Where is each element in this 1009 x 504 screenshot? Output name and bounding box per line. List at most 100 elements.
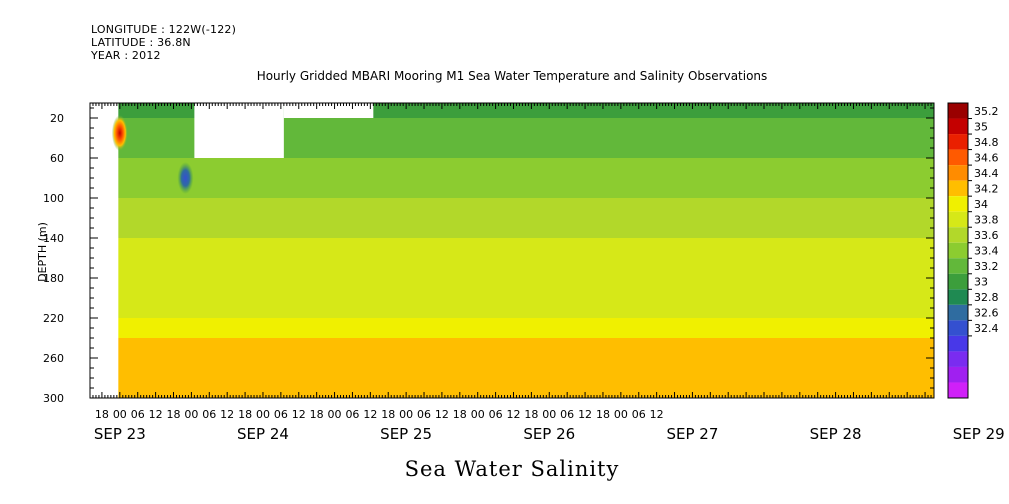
colorbar-label: 33.2 [974,260,999,273]
header-metadata: LONGITUDE : 122W(-122) LATITUDE : 36.8N … [91,23,236,62]
x-hour-label: 00 [614,408,628,421]
x-date-label: SEP 27 [666,425,718,443]
x-hour-label: 06 [560,408,574,421]
missing-data-0 [194,103,284,158]
no-data-region [90,103,120,398]
colorbar-swatch [948,335,968,352]
y-tick-label: 260 [43,352,64,365]
colorbar-swatch [948,196,968,212]
colorbar-swatch [948,366,968,383]
colorbar-label: 35 [974,120,988,133]
latitude-label: LATITUDE : 36.8N [91,36,191,49]
colorbar-label: 34.8 [974,136,999,149]
x-hour-label: 12 [578,408,592,421]
colorbar-swatch [948,382,968,398]
colorbar-swatch [948,149,968,166]
x-hour-label: 06 [202,408,216,421]
x-hour-label: 12 [435,408,449,421]
colorbar-swatch [948,304,968,321]
x-date-label: SEP 25 [380,425,432,443]
colorbar-swatch [948,134,968,150]
salinity-band-5 [118,278,934,318]
colorbar-label: 34 [974,198,988,211]
y-tick-label: 140 [43,232,64,245]
x-hour-label: 06 [345,408,359,421]
x-hour-label: 00 [256,408,270,421]
chart-title: Hourly Gridded MBARI Mooring M1 Sea Wate… [257,69,768,83]
salinity-band-6 [118,318,934,338]
colorbar: 35.2 35 34.8 34.6 34.4 34.2 34 33.8 33.6 33.4 33.2… [947,102,999,399]
colorbar-swatch [948,103,968,119]
colorbar-label: 34.2 [974,182,999,195]
y-tick-label: 20 [50,112,64,125]
colorbar-swatch [948,289,968,305]
colorbar-swatch [948,118,968,135]
x-hour-label: 00 [399,408,413,421]
x-hour-label: 18 [453,408,467,421]
x-hour-label: 12 [506,408,520,421]
x-hour-label: 06 [417,408,431,421]
colorbar-frame [947,102,969,399]
x-hour-label: 18 [167,408,181,421]
salinity-band-4 [118,238,934,278]
salinity-anomaly-0 [111,115,128,151]
y-tick-label: 300 [43,392,64,405]
colorbar-swatch [948,273,968,290]
x-hour-label: 18 [238,408,252,421]
colorbar-label: 33.8 [974,213,999,226]
colorbar-label: 35.2 [974,105,999,118]
y-tick-label: 180 [43,272,64,285]
longitude-label: LONGITUDE : 122W(-122) [91,23,237,36]
x-date-label: SEP 23 [94,425,146,443]
colorbar-swatch [948,227,968,243]
x-hour-label: 06 [131,408,145,421]
x-axis: 18 00 06 12 18 00 06 12 18 00 06 12 18 00 06 12 18 00 06 12… [89,103,1005,443]
colorbar-label: 33 [974,276,988,289]
x-hour-label: 18 [95,408,109,421]
x-hour-label: 00 [328,408,342,421]
colorbar-label: 32.4 [974,322,999,335]
colorbar-swatch [948,258,968,274]
x-hour-label: 12 [292,408,306,421]
x-hour-label: 00 [184,408,198,421]
x-date-label: SEP 24 [237,425,289,443]
y-axis-label: DEPTH (m) [36,222,49,282]
year-label: YEAR : 2012 [91,49,161,62]
plot-frame [89,102,935,399]
x-date-label: SEP 29 [953,425,1005,443]
y-tick-label: 220 [43,312,64,325]
salinity-band-2 [118,158,934,198]
colorbar-label: 33.4 [974,245,999,258]
x-axis-label: Sea Water Salinity [405,457,620,481]
colorbar-swatch [948,165,968,181]
x-hour-label: 18 [310,408,324,421]
x-hour-label: 06 [489,408,503,421]
salinity-band-3 [118,198,934,238]
colorbar-swatch [948,180,968,197]
colorbar-label: 34.6 [974,151,999,164]
colorbar-swatch [948,351,968,367]
x-hour-label: 00 [542,408,556,421]
x-hour-label: 00 [471,408,485,421]
x-hour-label: 18 [596,408,610,421]
colorbar-label: 32.8 [974,291,999,304]
x-hour-label: 00 [113,408,127,421]
x-hour-label: 12 [220,408,234,421]
colorbar-label: 34.4 [974,167,999,180]
x-hour-label: 12 [149,408,163,421]
salinity-anomaly-1 [177,162,194,194]
x-hour-label: 06 [274,408,288,421]
colorbar-swatch [948,242,968,259]
missing-data-2 [283,103,374,118]
x-date-label: SEP 28 [810,425,862,443]
colorbar-swatch [948,211,968,228]
x-hour-label: 18 [524,408,538,421]
x-hour-label: 12 [363,408,377,421]
y-axis: 20 60 100 140 180 220 260 300 [43,107,934,405]
salinity-band-7 [118,338,934,398]
x-hour-label: 18 [381,408,395,421]
colorbar-label: 32.6 [974,307,999,320]
x-date-label: SEP 26 [523,425,575,443]
colorbar-swatch [948,320,968,336]
